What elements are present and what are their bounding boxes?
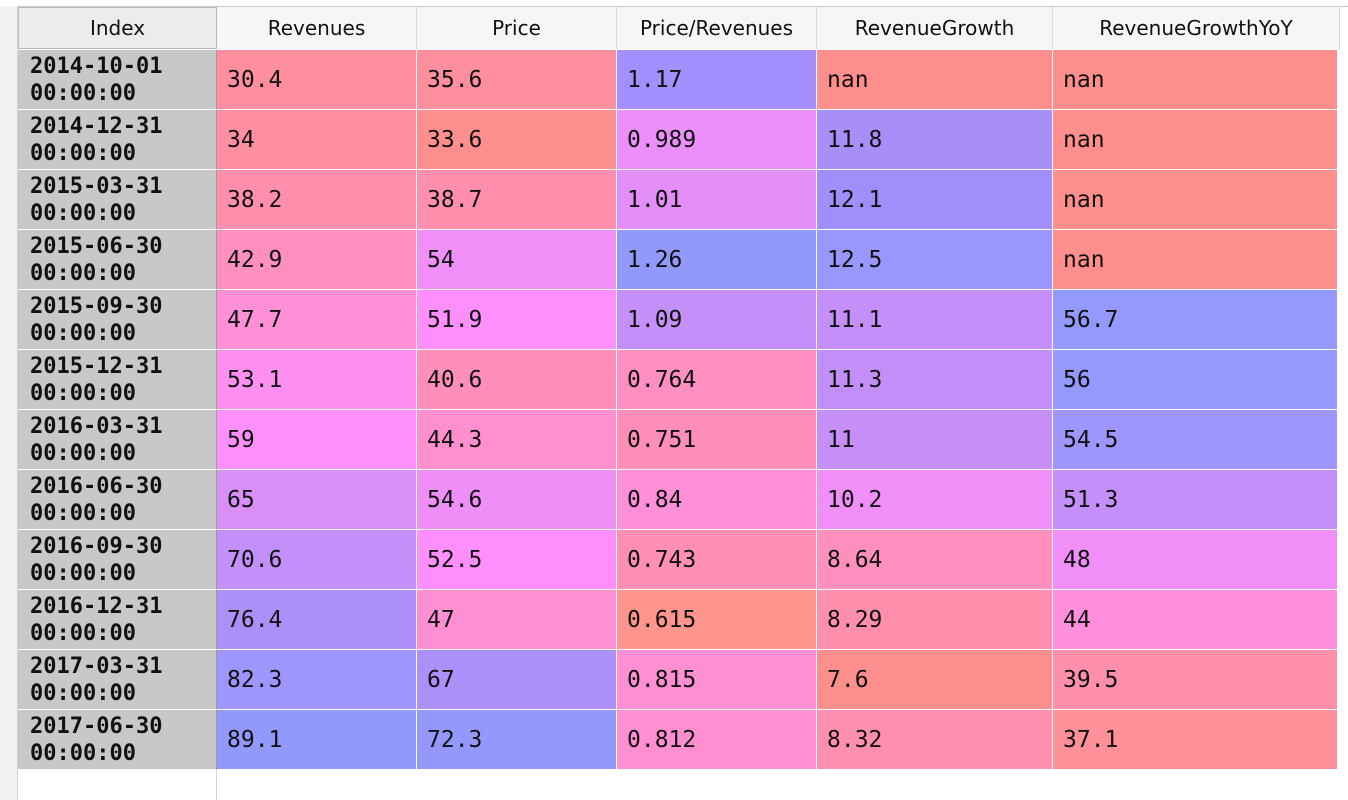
price-revenues-cell[interactable]: 0.615 xyxy=(617,590,817,650)
revenue-growth-yoy-cell[interactable]: 37.1 xyxy=(1053,710,1338,770)
price-cell[interactable]: 54.6 xyxy=(417,470,617,530)
row-index-cell[interactable]: 2015-09-30 00:00:00 xyxy=(18,290,217,350)
price-cell[interactable]: 33.6 xyxy=(417,110,617,170)
price-cell[interactable]: 44.3 xyxy=(417,410,617,470)
price-cell[interactable]: 35.6 xyxy=(417,50,617,110)
column-header-revenue-growth[interactable]: RevenueGrowth xyxy=(817,7,1053,49)
price-revenues-cell[interactable]: 1.17 xyxy=(617,50,817,110)
table-row: 2014-10-01 00:00:00 30.4 35.6 1.17 nan nan xyxy=(18,50,1338,110)
revenue-growth-cell[interactable]: 11.8 xyxy=(817,110,1053,170)
row-index-cell[interactable]: 2015-06-30 00:00:00 xyxy=(18,230,217,290)
row-index-cell[interactable]: 2015-12-31 00:00:00 xyxy=(18,350,217,410)
revenue-growth-yoy-cell[interactable]: nan xyxy=(1053,50,1338,110)
table-row: 2015-06-30 00:00:00 42.9 54 1.26 12.5 nan xyxy=(18,230,1338,290)
price-cell[interactable]: 51.9 xyxy=(417,290,617,350)
row-index-cell[interactable]: 2016-03-31 00:00:00 xyxy=(18,410,217,470)
price-cell[interactable]: 72.3 xyxy=(417,710,617,770)
revenue-growth-cell[interactable]: 12.1 xyxy=(817,170,1053,230)
revenue-growth-yoy-cell[interactable]: nan xyxy=(1053,230,1338,290)
revenue-growth-cell[interactable]: 8.29 xyxy=(817,590,1053,650)
revenue-growth-cell[interactable]: 11.1 xyxy=(817,290,1053,350)
revenues-cell[interactable]: 59 xyxy=(217,410,417,470)
price-revenues-cell[interactable]: 1.01 xyxy=(617,170,817,230)
revenue-growth-yoy-cell[interactable]: 54.5 xyxy=(1053,410,1338,470)
row-index-cell[interactable]: 2014-10-01 00:00:00 xyxy=(18,50,217,110)
revenue-growth-yoy-cell[interactable]: nan xyxy=(1053,170,1338,230)
revenue-growth-yoy-cell[interactable]: 44 xyxy=(1053,590,1338,650)
price-revenues-cell[interactable]: 0.751 xyxy=(617,410,817,470)
revenues-cell[interactable]: 82.3 xyxy=(217,650,417,710)
revenue-growth-cell[interactable]: 7.6 xyxy=(817,650,1053,710)
table-body: 2014-10-01 00:00:00 30.4 35.6 1.17 nan nan 201… xyxy=(18,50,1338,770)
revenue-growth-cell[interactable]: 8.64 xyxy=(817,530,1053,590)
revenues-cell[interactable]: 70.6 xyxy=(217,530,417,590)
row-index-cell[interactable]: 2017-06-30 00:00:00 xyxy=(18,710,217,770)
column-header-index[interactable]: Index xyxy=(18,7,217,49)
price-cell[interactable]: 47 xyxy=(417,590,617,650)
revenue-growth-cell[interactable]: 8.32 xyxy=(817,710,1053,770)
price-revenues-cell[interactable]: 0.84 xyxy=(617,470,817,530)
price-revenues-cell[interactable]: 1.09 xyxy=(617,290,817,350)
revenues-cell[interactable]: 47.7 xyxy=(217,290,417,350)
revenues-cell[interactable]: 42.9 xyxy=(217,230,417,290)
revenues-cell[interactable]: 34 xyxy=(217,110,417,170)
row-index-cell[interactable]: 2015-03-31 00:00:00 xyxy=(18,170,217,230)
revenues-cell[interactable]: 53.1 xyxy=(217,350,417,410)
price-revenues-cell[interactable]: 0.815 xyxy=(617,650,817,710)
revenue-growth-cell[interactable]: 12.5 xyxy=(817,230,1053,290)
price-revenues-cell[interactable]: 0.743 xyxy=(617,530,817,590)
revenue-growth-yoy-cell[interactable]: nan xyxy=(1053,110,1338,170)
row-index-cell[interactable]: 2016-12-31 00:00:00 xyxy=(18,590,217,650)
price-revenues-cell[interactable]: 0.989 xyxy=(617,110,817,170)
table-row: 2015-12-31 00:00:00 53.1 40.6 0.764 11.3 56 xyxy=(18,350,1338,410)
price-cell[interactable]: 54 xyxy=(417,230,617,290)
column-header-price-revenues[interactable]: Price/Revenues xyxy=(617,7,817,49)
revenue-growth-cell[interactable]: 11 xyxy=(817,410,1053,470)
table-row: 2016-12-31 00:00:00 76.4 47 0.615 8.29 44 xyxy=(18,590,1338,650)
column-header-revenues[interactable]: Revenues xyxy=(217,7,417,49)
row-index-cell[interactable]: 2014-12-31 00:00:00 xyxy=(18,110,217,170)
table-row: 2015-03-31 00:00:00 38.2 38.7 1.01 12.1 nan xyxy=(18,170,1338,230)
revenue-growth-yoy-cell[interactable]: 56.7 xyxy=(1053,290,1338,350)
column-header-row: Index Revenues Price Price/Revenues Reve… xyxy=(18,7,1340,49)
price-cell[interactable]: 67 xyxy=(417,650,617,710)
revenue-growth-yoy-cell[interactable]: 39.5 xyxy=(1053,650,1338,710)
index-column-empty-area xyxy=(18,770,217,800)
revenue-growth-cell[interactable]: 10.2 xyxy=(817,470,1053,530)
table-row: 2016-06-30 00:00:00 65 54.6 0.84 10.2 51.3 xyxy=(18,470,1338,530)
revenue-growth-yoy-cell[interactable]: 51.3 xyxy=(1053,470,1338,530)
revenue-growth-yoy-cell[interactable]: 48 xyxy=(1053,530,1338,590)
revenue-growth-cell[interactable]: 11.3 xyxy=(817,350,1053,410)
column-header-price[interactable]: Price xyxy=(417,7,617,49)
table-row: 2017-03-31 00:00:00 82.3 67 0.815 7.6 39.5 xyxy=(18,650,1338,710)
price-revenues-cell[interactable]: 1.26 xyxy=(617,230,817,290)
row-gutter xyxy=(0,6,18,800)
price-cell[interactable]: 52.5 xyxy=(417,530,617,590)
table-row: 2014-12-31 00:00:00 34 33.6 0.989 11.8 nan xyxy=(18,110,1338,170)
revenues-cell[interactable]: 30.4 xyxy=(217,50,417,110)
row-index-cell[interactable]: 2016-09-30 00:00:00 xyxy=(18,530,217,590)
table-row: 2015-09-30 00:00:00 47.7 51.9 1.09 11.1 56.7 xyxy=(18,290,1338,350)
top-border xyxy=(0,6,1348,7)
revenues-cell[interactable]: 38.2 xyxy=(217,170,417,230)
table-row: 2016-09-30 00:00:00 70.6 52.5 0.743 8.64 48 xyxy=(18,530,1338,590)
price-revenues-cell[interactable]: 0.764 xyxy=(617,350,817,410)
revenue-growth-yoy-cell[interactable]: 56 xyxy=(1053,350,1338,410)
revenues-cell[interactable]: 65 xyxy=(217,470,417,530)
revenues-cell[interactable]: 89.1 xyxy=(217,710,417,770)
column-header-revenue-growth-yoy[interactable]: RevenueGrowthYoY xyxy=(1053,7,1340,49)
row-index-cell[interactable]: 2016-06-30 00:00:00 xyxy=(18,470,217,530)
row-index-cell[interactable]: 2017-03-31 00:00:00 xyxy=(18,650,217,710)
price-revenues-cell[interactable]: 0.812 xyxy=(617,710,817,770)
table-row: 2016-03-31 00:00:00 59 44.3 0.751 11 54.5 xyxy=(18,410,1338,470)
revenue-growth-cell[interactable]: nan xyxy=(817,50,1053,110)
price-cell[interactable]: 40.6 xyxy=(417,350,617,410)
table-row: 2017-06-30 00:00:00 89.1 72.3 0.812 8.32 37.1 xyxy=(18,710,1338,770)
revenues-cell[interactable]: 76.4 xyxy=(217,590,417,650)
price-cell[interactable]: 38.7 xyxy=(417,170,617,230)
